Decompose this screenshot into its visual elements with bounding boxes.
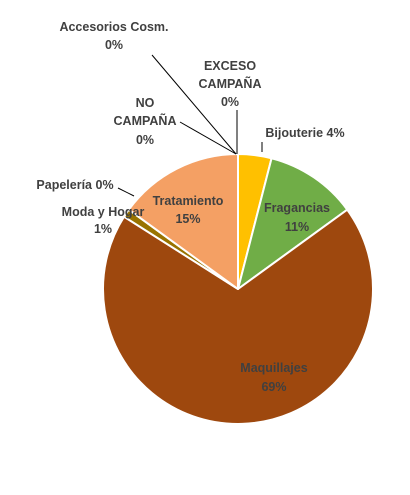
pie-slice-fragancias [237, 157, 349, 290]
leader-line-accesorios-cosm [151, 54, 237, 155]
data-label-text: 11% [285, 220, 309, 234]
data-label-text: 0% [136, 133, 154, 147]
data-label-text: 0% [105, 38, 123, 52]
data-label-tratamiento: Tratamiento 15% [153, 194, 224, 226]
data-label-text: Maquillajes [240, 361, 307, 375]
data-label-text: EXCESO [204, 59, 256, 73]
data-label-text: 1% [94, 222, 112, 236]
data-label-accesorios-cosm: Accesorios Cosm. 0% [59, 20, 168, 52]
data-label-text: 0% [221, 95, 239, 109]
leader-lines [117, 54, 263, 197]
data-label-exceso-campana: EXCESO CAMPAÑA 0% [199, 59, 262, 109]
pie-slice-tratamiento [127, 153, 239, 290]
data-labels: Bijouterie 4% Fragancias 11% Maquillajes 69%… [36, 20, 344, 394]
data-label-fragancias: Fragancias 11% [264, 201, 330, 234]
data-label-papeleria: Papelería 0% [36, 178, 113, 192]
data-label-text: Tratamiento [153, 194, 224, 208]
data-label-text: NO [136, 96, 155, 110]
leader-line-no-campana [179, 121, 237, 155]
data-label-moda-y-hogar: Moda y Hogar 1% [62, 205, 145, 236]
data-label-no-campana: NO CAMPAÑA 0% [114, 96, 177, 147]
data-label-text: Bijouterie 4% [265, 126, 344, 140]
data-label-text: Accesorios Cosm. [59, 20, 168, 34]
leader-line-papeleria [117, 187, 135, 197]
data-label-text: CAMPAÑA [114, 113, 177, 128]
data-label-text: CAMPAÑA [199, 76, 262, 91]
data-label-text: Moda y Hogar [62, 205, 145, 219]
pie-slice-maquillajes [102, 208, 374, 425]
data-label-text: 15% [175, 212, 200, 226]
data-label-text: Papelería 0% [36, 178, 113, 192]
slices-layer [102, 153, 374, 425]
data-label-bijouterie: Bijouterie 4% [265, 126, 344, 140]
data-label-text: Fragancias [264, 201, 330, 215]
data-label-text: 69% [261, 380, 286, 394]
data-label-maquillajes: Maquillajes 69% [240, 361, 307, 394]
